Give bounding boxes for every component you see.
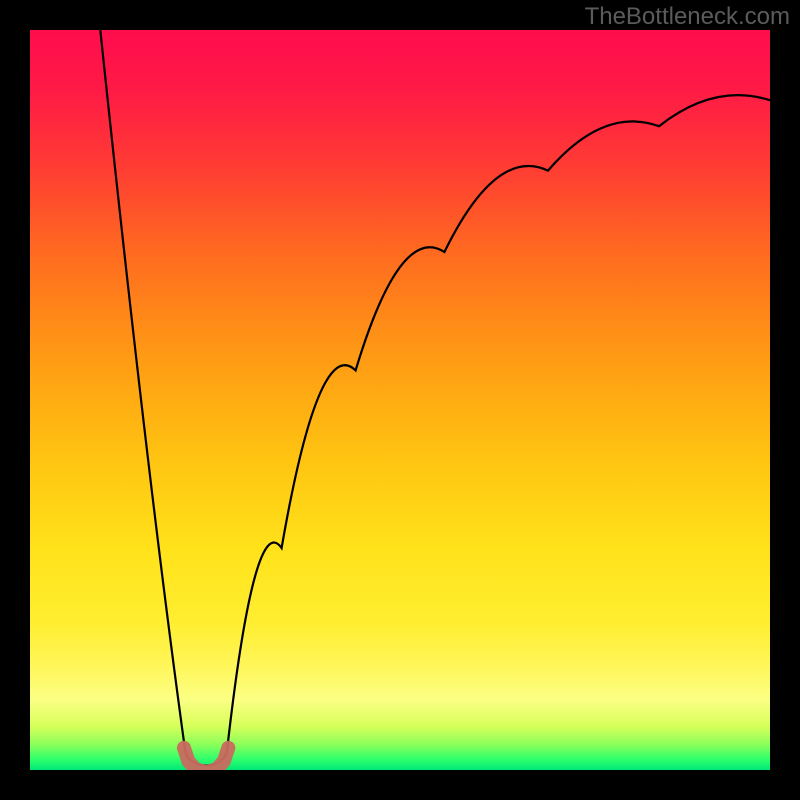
watermark-text: TheBottleneck.com [585,3,790,30]
chart-container: TheBottleneck.com [0,0,800,800]
bottleneck-chart: TheBottleneck.com [0,0,800,800]
